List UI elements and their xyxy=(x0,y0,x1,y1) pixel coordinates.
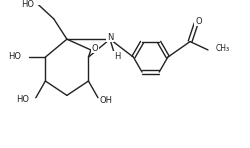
Text: HO: HO xyxy=(8,52,22,61)
Text: HO: HO xyxy=(16,95,28,104)
Text: OH: OH xyxy=(99,96,112,105)
Text: HO: HO xyxy=(22,0,35,9)
Text: H: H xyxy=(114,52,120,61)
Text: O: O xyxy=(92,44,98,53)
Text: N: N xyxy=(106,33,113,42)
Text: O: O xyxy=(194,17,201,26)
Text: CH₃: CH₃ xyxy=(214,44,228,53)
